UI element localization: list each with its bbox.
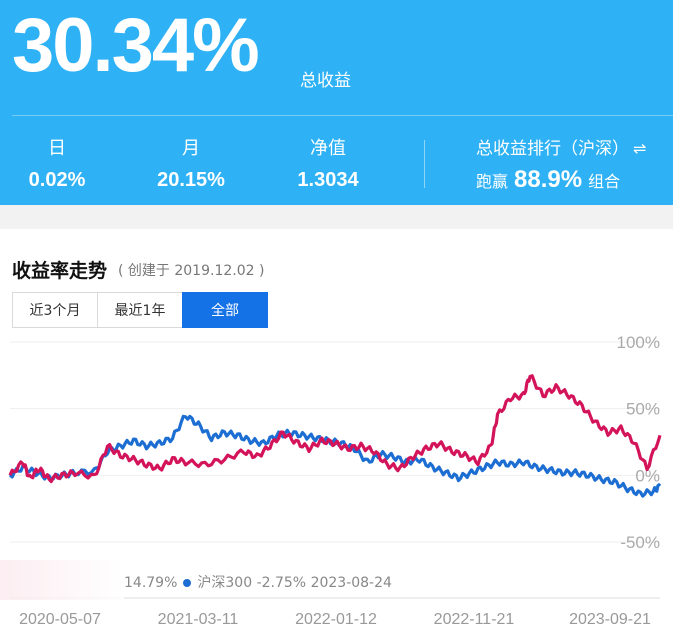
x-tick-label: 2021-03-11: [158, 611, 239, 628]
rank-panel[interactable]: 总收益排行（沪深） ⇌ 跑赢 88.9% 组合: [476, 138, 646, 196]
trend-title: 收益率走势: [12, 260, 108, 282]
rank-label: 总收益排行（沪深）: [476, 139, 629, 159]
total-return-value: 30.34%: [12, 3, 260, 88]
rank-percent: 88.9%: [514, 166, 583, 193]
legend-date: 2023-08-24: [310, 575, 392, 591]
y-tick-label: 50%: [626, 400, 660, 419]
y-tick-label: 100%: [617, 333, 660, 352]
portfolio-line: [8, 374, 662, 484]
stat-day-label: 日: [48, 138, 66, 159]
x-tick-label: 2023-09-21: [569, 611, 651, 628]
trend-created-date: ( 创建于 2019.12.02 ): [118, 263, 265, 279]
x-tick-label: 2022-11-21: [434, 611, 515, 628]
index-line: [8, 414, 662, 498]
legend-portfolio-value: 14.79%: [124, 575, 178, 591]
period-tabs: 近3个月 最近1年 全部: [12, 292, 268, 328]
stat-month-value: 20.15%: [157, 169, 225, 191]
legend-index-value: -2.75%: [256, 575, 307, 591]
stat-month: 月 20.15%: [136, 138, 246, 192]
stat-nav: 净值 1.3034: [273, 138, 383, 192]
x-tick-label: 2022-01-12: [295, 611, 377, 628]
rank-suffix: 组合: [588, 172, 621, 191]
summary-header: 30.34% 总收益 日 0.02% 月 20.15% 净值 1.3034 总收…: [0, 0, 673, 205]
stat-nav-label: 净值: [310, 138, 346, 159]
stat-day-value: 0.02%: [28, 169, 86, 191]
stat-day: 日 0.02%: [2, 138, 112, 192]
stat-nav-value: 1.3034: [297, 169, 359, 191]
tooltip-fade: [0, 560, 124, 600]
header-divider: [12, 115, 673, 116]
rank-prefix: 跑赢: [476, 172, 509, 191]
swap-icon[interactable]: ⇌: [633, 139, 647, 158]
y-tick-label: -50%: [620, 533, 660, 552]
return-chart[interactable]: 100% 50% 0% -50% 2020-05-07 2021-03-11 2022-01…: [0, 330, 673, 638]
x-tick-label: 2020-05-07: [19, 611, 101, 628]
stats-divider: [424, 140, 425, 188]
tab-all[interactable]: 全部: [182, 292, 268, 328]
tab-1-year[interactable]: 最近1年: [97, 292, 183, 328]
legend-index-dot: [183, 578, 192, 587]
y-tick-label: 0%: [635, 466, 660, 485]
total-return-label: 总收益: [300, 71, 351, 91]
chart-legend: 14.79% 沪深300 -2.75% 2023-08-24: [124, 572, 392, 592]
legend-index-name: 沪深300: [197, 575, 253, 591]
stat-month-label: 月: [182, 138, 200, 159]
tab-3-months[interactable]: 近3个月: [12, 292, 98, 328]
section-gap: [0, 205, 673, 229]
